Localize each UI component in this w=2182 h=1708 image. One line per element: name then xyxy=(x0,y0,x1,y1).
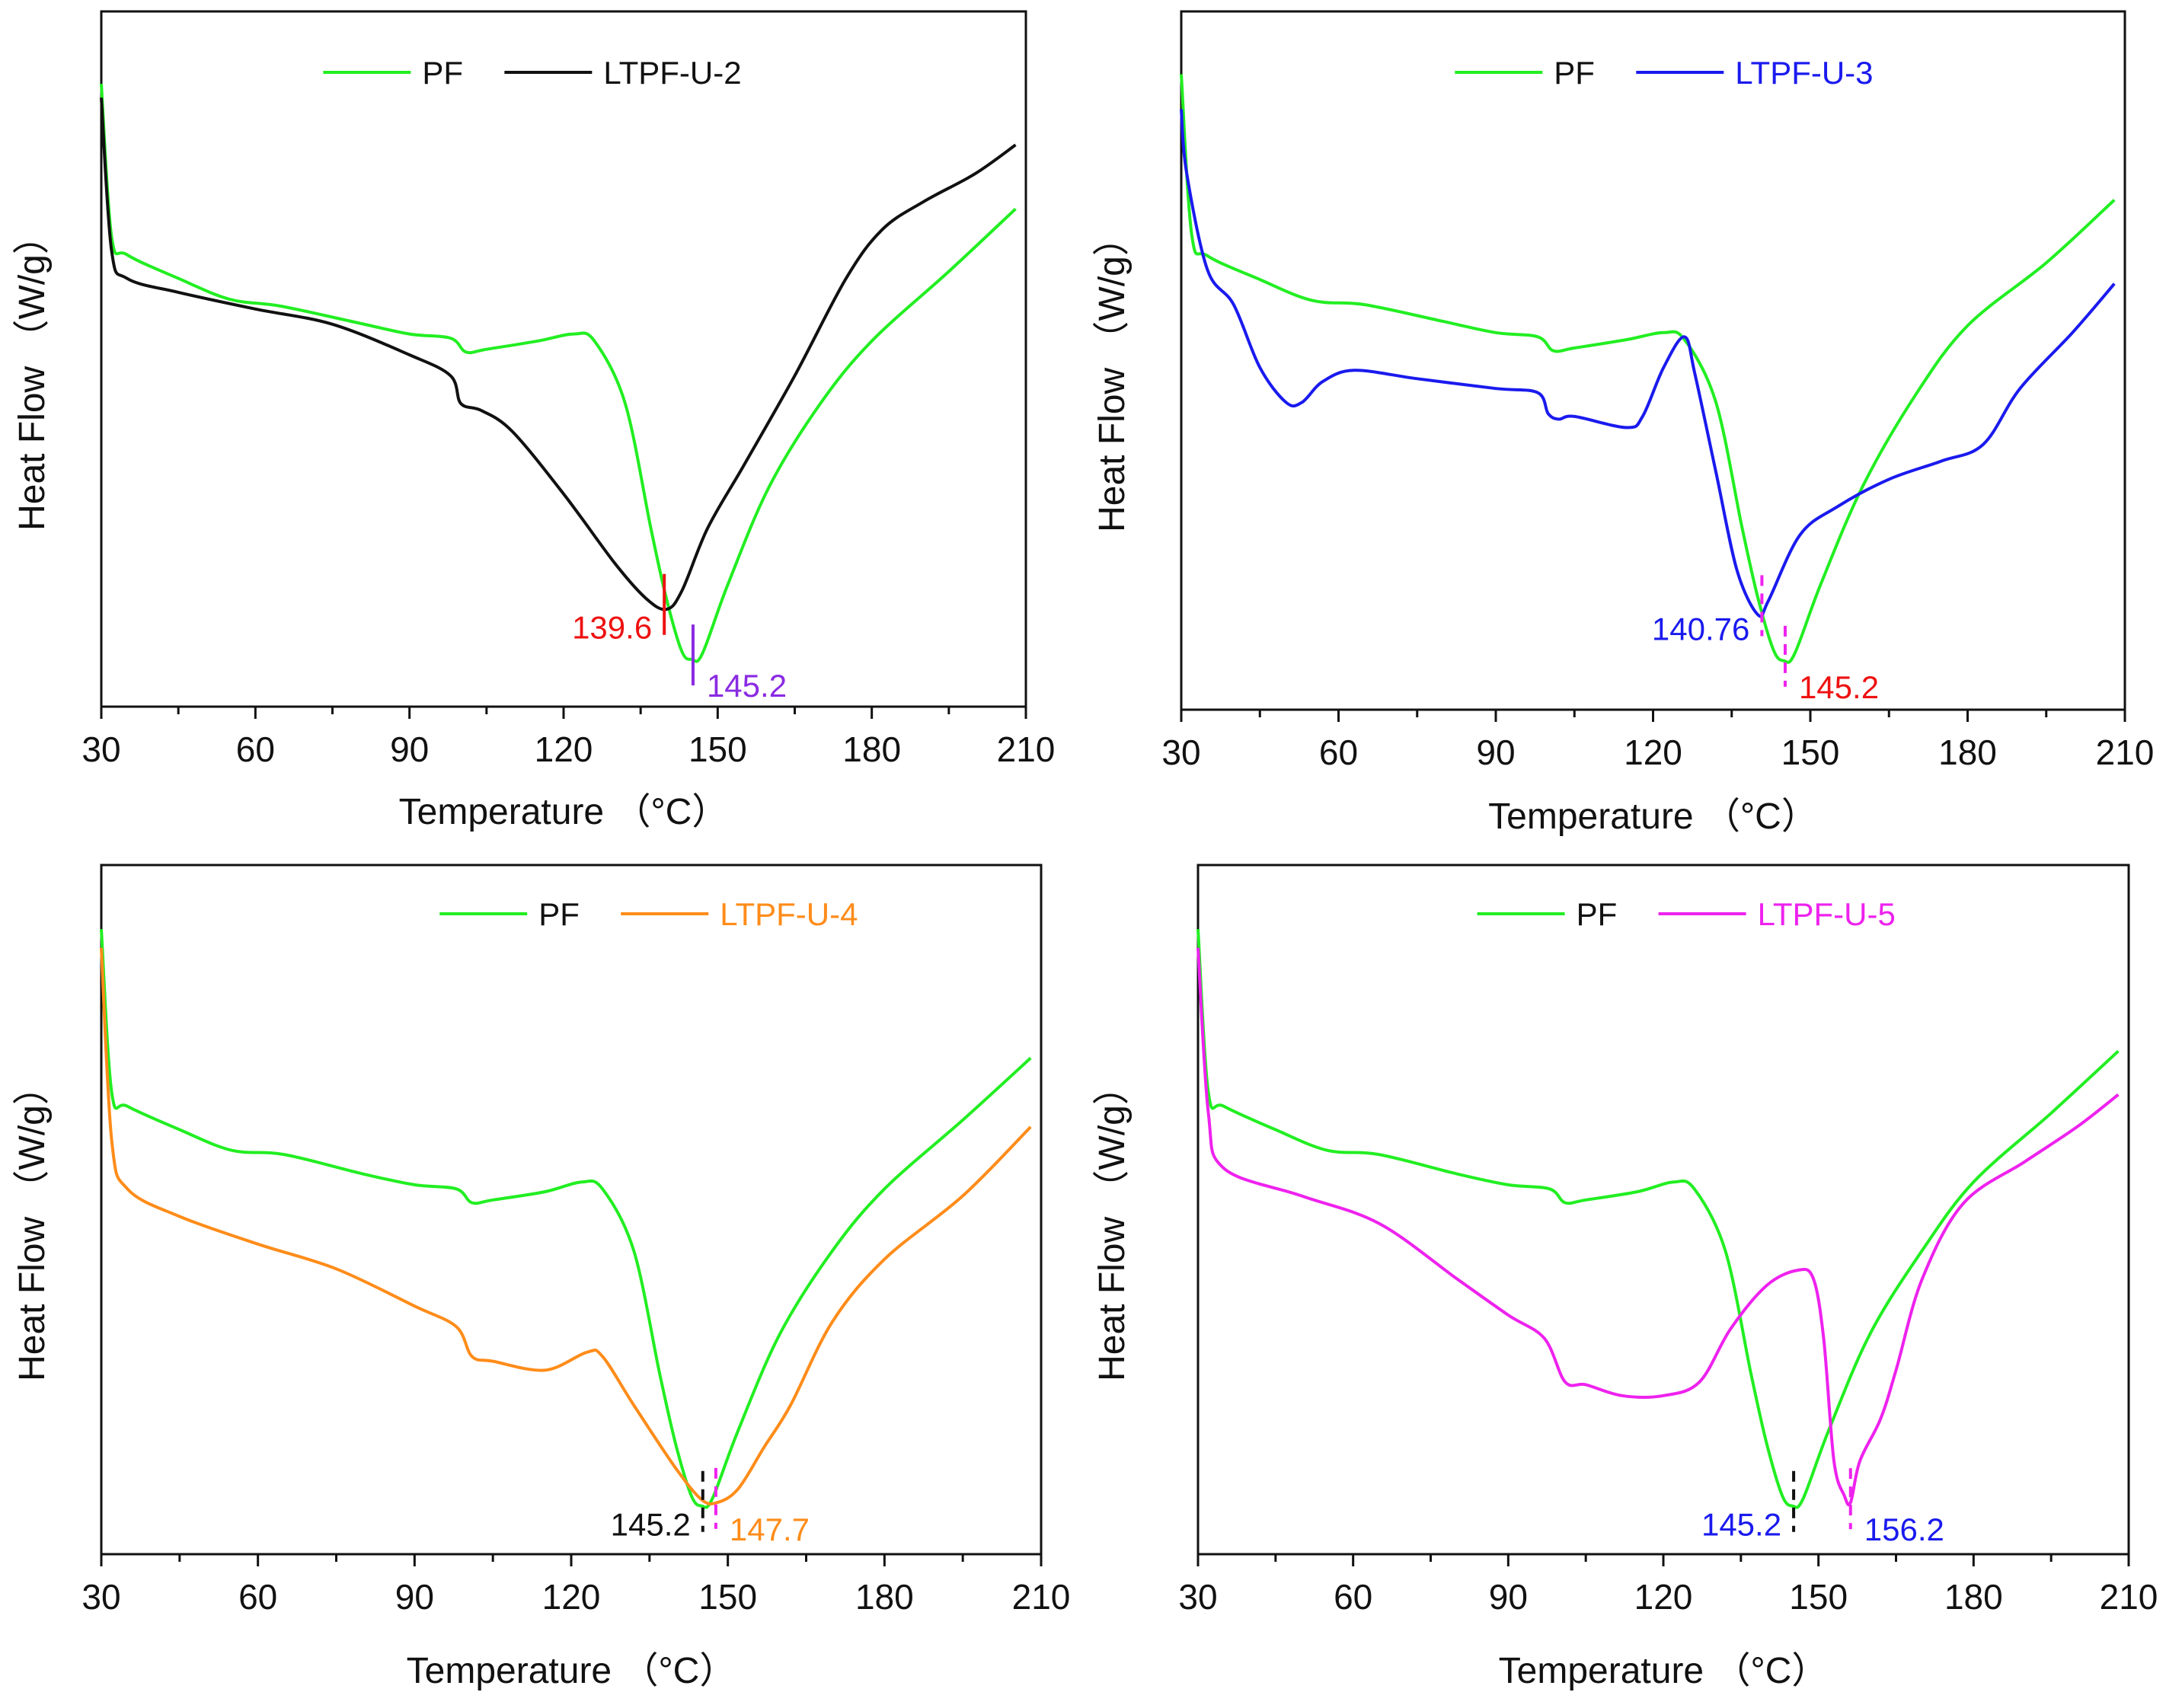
x-tick-label: 30 xyxy=(1178,1577,1217,1617)
plot-frame xyxy=(100,864,1043,1556)
legend-label: PF xyxy=(422,55,463,91)
x-tick-label: 150 xyxy=(698,1577,757,1617)
chart-panel-4: 30 60 90 120 150 180 210 Temperature （°C） Heat F… xyxy=(1092,864,2158,1691)
peak-label: 145.2 xyxy=(611,1507,691,1543)
x-tick-label: 150 xyxy=(1789,1577,1848,1617)
x-tick-label: 30 xyxy=(1161,733,1200,772)
x-tick-label: 120 xyxy=(1624,733,1682,772)
legend-label: LTPF-U-4 xyxy=(720,896,858,932)
plot-frame xyxy=(1180,10,2126,711)
x-tick-label: 90 xyxy=(390,729,429,769)
x-tick-label: 210 xyxy=(2100,1577,2158,1617)
series-line-pf xyxy=(1196,929,2120,1509)
x-tick-label: 30 xyxy=(81,729,120,769)
peak-label: 147.7 xyxy=(730,1512,810,1547)
plot-frame xyxy=(100,10,1027,708)
series-line-ltpf-u-2 xyxy=(100,97,1017,611)
x-axis-title: Temperature （°C） xyxy=(1488,797,1818,837)
x-tick-label: 210 xyxy=(997,729,1056,769)
peak-label: 145.2 xyxy=(707,668,787,704)
peak-label: 145.2 xyxy=(1701,1507,1781,1543)
x-tick-label: 180 xyxy=(842,729,901,769)
plot-frame xyxy=(1196,864,2130,1556)
x-axis-title: Temperature （°C） xyxy=(399,792,729,832)
y-axis-title: Heat Flow （W/g） xyxy=(12,218,53,531)
peak-label: 145.2 xyxy=(1799,669,1879,705)
x-axis-title: Temperature （°C） xyxy=(1499,1651,1829,1691)
legend-label: PF xyxy=(538,896,580,932)
x-tick-label: 120 xyxy=(542,1577,601,1617)
peak-label: 139.6 xyxy=(572,610,652,646)
x-tick-label: 60 xyxy=(236,729,275,769)
x-tick-label: 90 xyxy=(1476,733,1515,772)
x-tick-label: 60 xyxy=(1334,1577,1372,1617)
legend-label: LTPF-U-5 xyxy=(1758,896,1896,932)
series-line-pf xyxy=(1180,74,2116,664)
x-tick-label: 210 xyxy=(1012,1577,1071,1617)
y-axis-title: Heat Flow （W/g） xyxy=(12,1068,53,1381)
series-line-pf xyxy=(100,929,1032,1509)
series-line-ltpf-u-4 xyxy=(100,947,1032,1506)
x-axis-title: Temperature （°C） xyxy=(407,1651,736,1691)
x-tick-label: 60 xyxy=(238,1577,277,1617)
legend-label: PF xyxy=(1554,55,1595,91)
legend-label: LTPF-U-2 xyxy=(603,55,741,91)
x-tick-label: 180 xyxy=(855,1577,914,1617)
x-tick-label: 180 xyxy=(1944,1577,2003,1617)
x-tick-label: 150 xyxy=(1781,733,1840,772)
legend-label: PF xyxy=(1577,896,1618,932)
legend-label: LTPF-U-3 xyxy=(1735,55,1873,91)
chart-panel-2: 30 60 90 120 150 180 210 Temperature （°C） Heat F… xyxy=(1092,10,2155,837)
chart-panel-1: 30 60 90 120 150 180 210 Temperature （°C） Heat F… xyxy=(12,10,1056,832)
peak-label: 156.2 xyxy=(1864,1512,1944,1547)
series-line-pf xyxy=(100,83,1017,663)
x-tick-label: 150 xyxy=(688,729,747,769)
x-tick-label: 180 xyxy=(1938,733,1997,772)
x-tick-label: 210 xyxy=(2096,733,2155,772)
y-axis-title: Heat Flow （W/g） xyxy=(1092,1068,1133,1381)
x-tick-label: 120 xyxy=(535,729,593,769)
x-tick-label: 90 xyxy=(395,1577,434,1617)
x-tick-label: 60 xyxy=(1319,733,1358,772)
chart-panel-3: 30 60 90 120 150 180 210 Temperature （°C） Heat F… xyxy=(12,864,1071,1691)
x-tick-label: 90 xyxy=(1489,1577,1528,1617)
series-line-ltpf-u-5 xyxy=(1196,947,2120,1507)
y-axis-title: Heat Flow （W/g） xyxy=(1092,219,1133,532)
x-tick-label: 30 xyxy=(81,1577,120,1617)
x-tick-label: 120 xyxy=(1634,1577,1693,1617)
peak-label: 140.76 xyxy=(1652,611,1749,646)
series-line-ltpf-u-3 xyxy=(1180,109,2116,618)
